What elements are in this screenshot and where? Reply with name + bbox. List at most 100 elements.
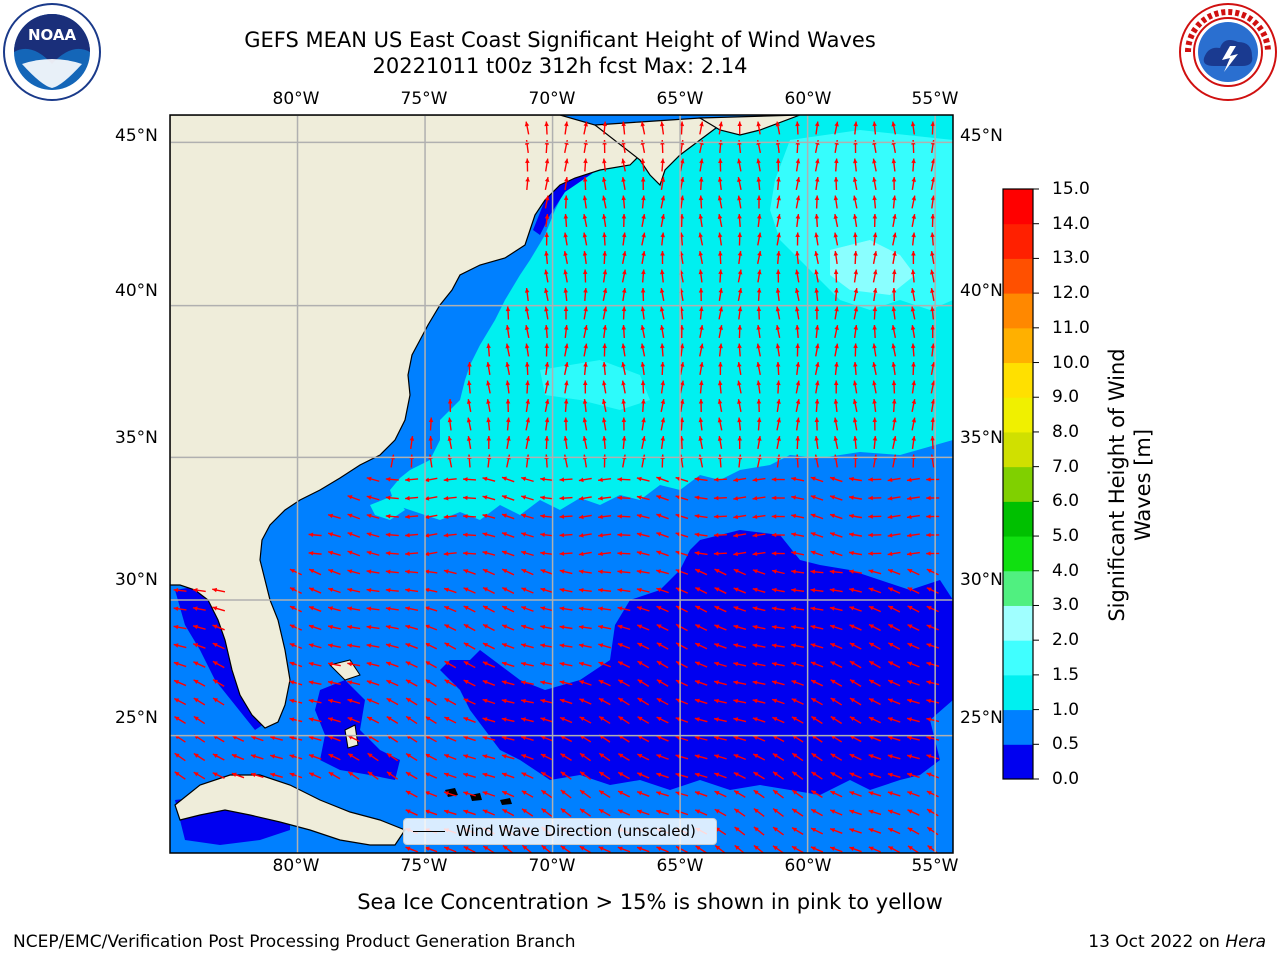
wave-arrow-head: [366, 606, 372, 611]
wave-arrow-head: [830, 846, 836, 851]
wave-arrow-head: [563, 399, 569, 404]
wave-arrow-head: [849, 716, 855, 721]
wave-arrow-head: [640, 343, 646, 349]
wave-arrow-head: [578, 514, 584, 520]
wave-arrow-head: [830, 661, 836, 666]
wave-arrow-head: [559, 643, 565, 648]
wave-arrow-head: [776, 214, 781, 219]
wave-arrow-head: [752, 735, 758, 740]
footer-date: 13 Oct 2022 on Hera: [1088, 932, 1266, 952]
wave-arrow-head: [814, 436, 819, 441]
wave-arrow-head: [733, 680, 739, 685]
wave-arrow-head: [660, 380, 666, 386]
wave-arrow-head: [791, 569, 796, 574]
wave-arrow-head: [598, 588, 603, 593]
wave-arrow-head: [559, 551, 565, 556]
wave-arrow-head: [540, 477, 545, 482]
wave-arrow-head: [483, 606, 489, 611]
wave-arrow-head: [637, 735, 643, 740]
wave-arrow-head: [737, 343, 742, 349]
wave-arrow-head: [930, 177, 936, 182]
wave-arrow-head: [833, 417, 839, 423]
footer-date-text: 13 Oct 2022 on: [1088, 932, 1226, 952]
wave-arrow-head: [911, 436, 916, 441]
wave-arrow-head: [212, 624, 218, 629]
wave-arrow-head: [640, 177, 646, 182]
wave-arrow-head: [926, 514, 931, 519]
wave-arrow-head: [892, 251, 897, 256]
legend-label: Wind Wave Direction (unscaled): [456, 822, 696, 840]
wave-arrow-head: [830, 791, 836, 796]
wave-arrow-head: [618, 679, 624, 684]
wave-arrow-head: [463, 846, 469, 851]
wave-arrow-head: [656, 642, 662, 647]
wave-arrow-head: [521, 772, 527, 777]
wave-arrow-head: [699, 343, 704, 349]
wave-arrow-head: [174, 716, 180, 721]
wave-arrow-head: [540, 606, 546, 611]
wave-arrow-head: [598, 809, 604, 814]
wave-arrow-head: [752, 587, 758, 593]
wave-arrow-head: [617, 846, 623, 851]
wave-arrow-head: [482, 476, 488, 482]
wave-arrow-head: [737, 195, 742, 201]
wave-arrow-head: [444, 809, 449, 815]
wave-arrow-head: [193, 661, 199, 666]
wave-arrow-head: [482, 532, 488, 537]
wave-arrow-head: [617, 532, 622, 538]
wave-arrow-head: [887, 717, 893, 722]
wave-arrow-head: [737, 232, 743, 238]
wave-arrow-head: [737, 121, 742, 126]
wave-arrow-head: [598, 477, 603, 483]
wave-arrow-head: [757, 232, 762, 238]
wave-arrow-head: [308, 624, 314, 630]
wave-arrow-head: [733, 533, 739, 538]
wave-arrow-head: [695, 643, 701, 648]
colorbar-segment: [1003, 640, 1033, 676]
wave-arrow-head: [737, 380, 742, 386]
wave-arrow-head: [579, 698, 585, 703]
wave-arrow-head: [636, 587, 642, 593]
wave-arrow-head: [559, 606, 565, 611]
wave-arrow-head: [656, 717, 662, 722]
wave-arrow-head: [872, 399, 877, 404]
wave-arrow-head: [463, 551, 468, 556]
wave-arrow-head: [757, 269, 762, 275]
wave-arrow-head: [444, 754, 450, 759]
wave-arrow-head: [698, 399, 704, 404]
lon-label-top-60w: 60°W: [784, 89, 832, 109]
map-subtitle: 20221011 t00z 312h fcst Max: 2.14: [372, 54, 748, 78]
wave-arrow-head: [811, 771, 817, 777]
wave-arrow-head: [795, 362, 801, 367]
wave-arrow-head: [560, 771, 566, 777]
wave-arrow-head: [849, 846, 855, 851]
wave-arrow-head: [501, 532, 507, 537]
wave-arrow-head: [443, 514, 449, 519]
colorbar-segment: [1003, 709, 1033, 745]
wave-arrow-head: [656, 735, 662, 740]
wave-arrow-head: [892, 214, 897, 219]
wave-arrow-head: [926, 532, 931, 538]
wave-arrow-head: [521, 624, 527, 630]
wave-arrow-head: [791, 716, 797, 721]
wave-arrow-head: [911, 232, 916, 238]
wave-arrow-head: [926, 735, 932, 741]
wave-arrow-head: [888, 680, 894, 685]
wave-arrow-head: [752, 551, 758, 557]
wave-arrow-head: [733, 643, 739, 648]
wave-arrow-head: [792, 790, 798, 795]
wave-arrow-head: [463, 569, 469, 574]
wave-arrow-head: [583, 306, 588, 312]
wave-arrow-head: [602, 417, 607, 423]
colorbar: [1003, 188, 1039, 780]
wave-arrow-head: [308, 698, 314, 704]
wave-arrow-head: [505, 343, 510, 349]
wave-arrow-head: [698, 214, 704, 219]
wave-arrow-head: [891, 343, 896, 349]
wave-arrow-head: [443, 551, 449, 556]
wave-arrow-head: [563, 325, 569, 330]
wave-arrow-head: [289, 754, 295, 759]
wave-arrow-head: [544, 121, 549, 127]
wave-arrow-head: [405, 679, 411, 685]
wave-arrow-head: [830, 476, 835, 482]
